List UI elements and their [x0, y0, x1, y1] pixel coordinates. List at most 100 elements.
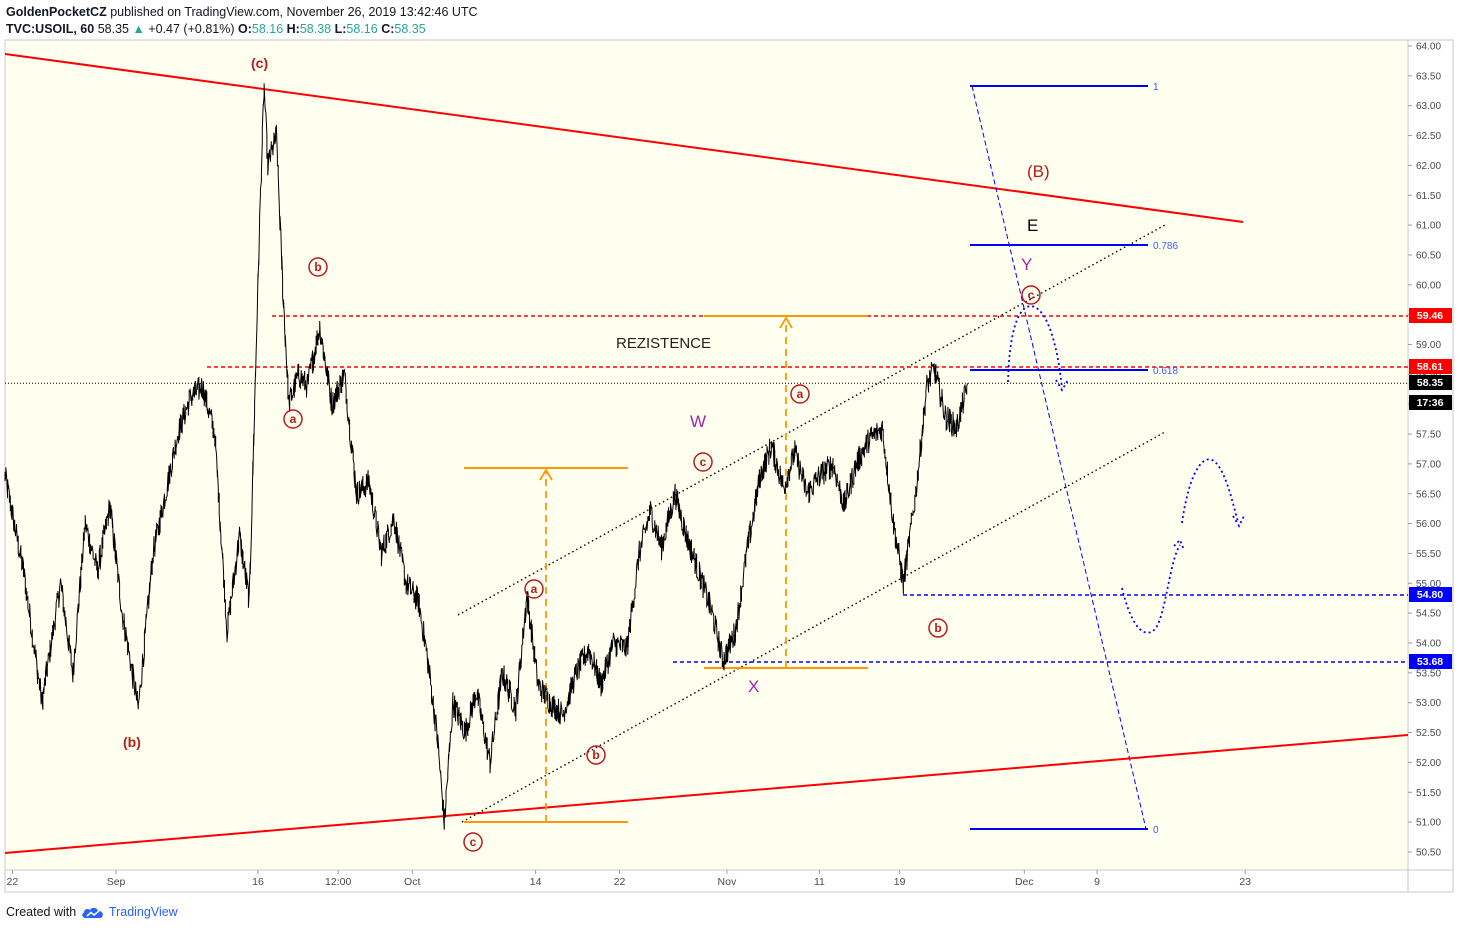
svg-text:a: a — [290, 412, 297, 426]
tradingview-brand-link[interactable]: TradingView — [108, 905, 178, 919]
price-axis-tick-label: 50.50 — [1416, 847, 1441, 858]
projection-path-far-1[interactable] — [1121, 544, 1181, 634]
last-price: 58.35 — [97, 22, 129, 36]
tradingview-cloud-icon — [81, 907, 103, 918]
symbol-label[interactable]: TVC:USOIL, 60 — [6, 22, 95, 36]
time-axis-tick-label: 9 — [1094, 876, 1100, 888]
svg-text:c: c — [1028, 288, 1035, 302]
svg-text:b: b — [592, 748, 599, 762]
price-axis-tick-label: 53.50 — [1416, 668, 1441, 679]
wave-circle-c-w: c — [693, 452, 713, 472]
close-label: C: — [381, 22, 395, 36]
fib-trend-line[interactable] — [971, 85, 1147, 830]
svg-text:c: c — [470, 835, 477, 849]
time-axis-tick-label: 11 — [814, 876, 825, 888]
price-axis-tick-label: 62.00 — [1416, 161, 1441, 172]
time-axis-tick-label: 14 — [530, 876, 542, 888]
price-axis[interactable]: 64.00 63.50 63.00 62.50 62.00 61.50 61.00 60.50… — [1408, 42, 1441, 859]
footer-attribution: Created with TradingView — [6, 905, 178, 920]
time-axis-tick-label: 16 — [252, 876, 264, 888]
price-axis-tick-label: 57.50 — [1416, 430, 1441, 441]
high-label: H: — [286, 22, 300, 36]
time-axis-tick-label: 12:00 — [325, 876, 351, 888]
resistance-label: REZISTENCE — [616, 335, 711, 352]
svg-text:a: a — [531, 582, 538, 596]
price-axis-tick-label: 63.50 — [1416, 71, 1441, 82]
price-axis-tick-label: 51.50 — [1416, 788, 1441, 799]
price-axis-tick-label: 60.00 — [1416, 280, 1441, 291]
svg-text:59.46: 59.46 — [1417, 310, 1443, 322]
time-axis-tick-label: Sep — [107, 876, 126, 888]
wave-circle-b-sep: b — [308, 257, 328, 277]
svg-text:17:36: 17:36 — [1417, 397, 1444, 409]
price-series-line[interactable] — [4, 83, 968, 830]
svg-text:c: c — [700, 455, 707, 469]
wave-circle-a-nov: a — [790, 384, 810, 404]
price-axis-tick-label: 60.50 — [1416, 250, 1441, 261]
price-axis-tick-label: 55.00 — [1416, 579, 1441, 590]
price-axis-tick-label: 51.00 — [1416, 818, 1441, 829]
wave-label-b-low: (b) — [123, 734, 141, 750]
wave-label-c-top: (c) — [251, 55, 268, 71]
svg-text:53.68: 53.68 — [1417, 656, 1443, 668]
wave-label-W: W — [690, 412, 706, 431]
price-label-53-68[interactable]: 53.68 — [1409, 654, 1452, 669]
projection-arrowhead-far-2 — [1232, 515, 1245, 528]
price-axis-tick-label: 54.50 — [1416, 609, 1441, 620]
price-axis-tick-label: 64.00 — [1416, 42, 1441, 53]
price-label-last[interactable]: 58.35 — [1409, 375, 1452, 390]
price-label-58-61[interactable]: 58.61 — [1409, 359, 1452, 374]
time-axis-tick-label: Dec — [1015, 876, 1034, 888]
low-value: 58.16 — [346, 22, 378, 36]
wave-circle-b-nov: b — [928, 618, 948, 638]
channel-lower-line[interactable] — [461, 431, 1166, 823]
price-axis-tick-label: 61.50 — [1416, 191, 1441, 202]
lower-triangle-trendline[interactable] — [4, 734, 1409, 854]
chart-background — [5, 40, 1408, 870]
time-axis-tick-label: 22 — [614, 876, 626, 888]
high-value: 58.38 — [299, 22, 332, 36]
wave-circle-c-y: c — [1021, 285, 1041, 305]
fib-label-1: 1 — [1153, 82, 1159, 93]
fib-label-0: 0 — [1153, 825, 1159, 836]
price-axis-tick-label: 53.00 — [1416, 698, 1441, 709]
time-axis-tick-label: 23 — [1239, 876, 1251, 888]
projection-path-near[interactable] — [1007, 305, 1063, 389]
projection-path-far-2[interactable] — [1181, 458, 1239, 524]
wave-circle-a-sep: a — [283, 409, 303, 429]
projection-arrowhead-near — [1055, 379, 1069, 392]
price-axis-tick-label: 52.00 — [1416, 758, 1441, 769]
author-name[interactable]: GoldenPocketCZ — [6, 5, 107, 19]
price-change: +0.47 (+0.81%) — [148, 22, 235, 36]
price-axis-tick-label: 56.00 — [1416, 519, 1441, 530]
price-axis-tick-label: 59.00 — [1416, 340, 1441, 351]
ohlc-legend: TVC:USOIL, 60 58.35 ▲ +0.47 (+0.81%) O:5… — [6, 22, 426, 36]
fib-label-0786: 0.786 — [1153, 241, 1178, 252]
svg-text:a: a — [797, 387, 804, 401]
projection-arrowhead-far-1 — [1173, 538, 1185, 551]
time-axis[interactable]: 22 Sep 16 12:00 Oct 14 22 Nov 11 19 Dec 9 23 — [7, 870, 1252, 888]
price-axis-tick-label: 54.00 — [1416, 639, 1441, 650]
wave-label-Y: Y — [1021, 255, 1032, 274]
price-axis-tick-label: 56.50 — [1416, 489, 1441, 500]
upper-triangle-trendline[interactable] — [4, 53, 1244, 223]
price-axis-tick-label: 57.00 — [1416, 459, 1441, 470]
price-label-54-80[interactable]: 54.80 — [1409, 587, 1452, 602]
bar-countdown-label: 17:36 — [1409, 395, 1452, 410]
measure-arrowhead-2 — [779, 316, 793, 329]
price-axis-tick-label: 55.50 — [1416, 549, 1441, 560]
price-axis-tick-label: 61.00 — [1416, 221, 1441, 232]
open-value: 58.16 — [251, 22, 284, 36]
wave-label-E: E — [1027, 216, 1038, 235]
svg-text:54.80: 54.80 — [1417, 589, 1443, 601]
time-axis-tick-label: 19 — [894, 876, 906, 888]
svg-text:b: b — [314, 260, 321, 274]
wave-label-X: X — [748, 677, 759, 696]
svg-text:58.61: 58.61 — [1417, 361, 1443, 373]
svg-text:b: b — [934, 621, 941, 635]
measure-arrowhead-1 — [539, 468, 553, 481]
price-label-59-46[interactable]: 59.46 — [1409, 308, 1452, 323]
wave-circle-c-oct: c — [463, 832, 483, 852]
wave-label-B: (B) — [1027, 162, 1050, 181]
